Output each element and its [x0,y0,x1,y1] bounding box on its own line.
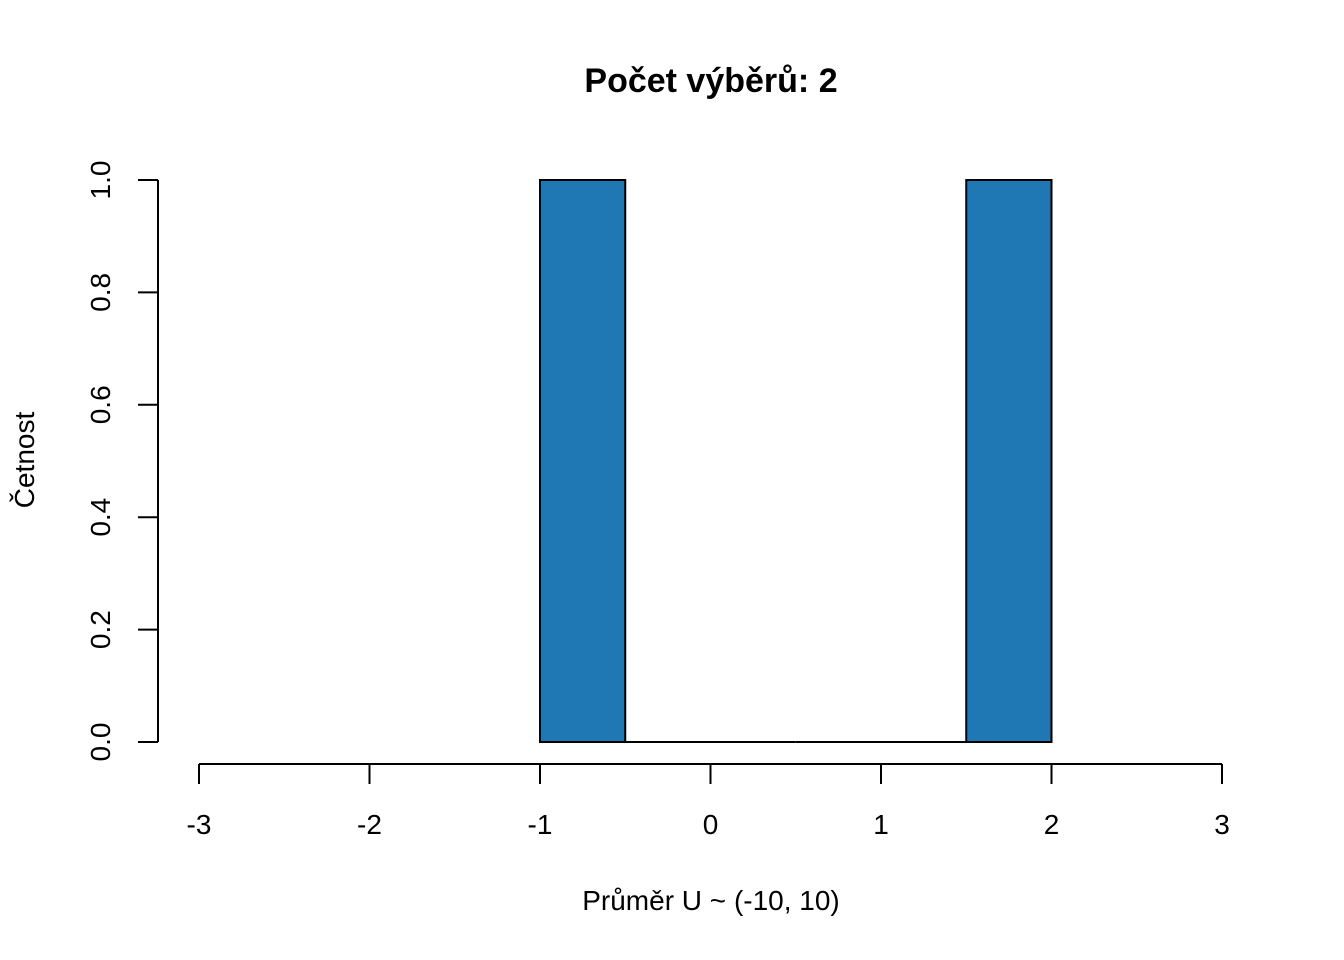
chart-title: Počet výběrů: 2 [584,62,837,100]
histogram-bar-5 [965,179,1053,743]
y-tick-label: 0.0 [85,723,116,762]
y-tick-label: 0.8 [85,273,116,312]
x-axis-label: Průměr U ~ (-10, 10) [582,885,840,916]
y-tick-label: 0.2 [85,610,116,649]
y-axis-label: Četnost [9,412,40,509]
y-tick-label: 0.6 [85,385,116,424]
x-tick-label: -3 [187,809,212,840]
x-tick-label: -2 [357,809,382,840]
x-tick-label: 1 [873,809,889,840]
y-axis: 0.0 0.2 0.4 0.6 0.8 1.0 [85,161,159,762]
x-tick-label: 0 [703,809,719,840]
bars-group [539,179,1053,743]
x-tick-label: -1 [528,809,553,840]
x-tick-label: 3 [1214,809,1230,840]
x-tick-label: 2 [1044,809,1060,840]
y-tick-label: 1.0 [85,161,116,200]
x-axis: -3 -2 -1 0 1 2 3 [187,763,1230,840]
histogram-bar-0 [539,179,627,743]
y-tick-label: 0.4 [85,498,116,537]
